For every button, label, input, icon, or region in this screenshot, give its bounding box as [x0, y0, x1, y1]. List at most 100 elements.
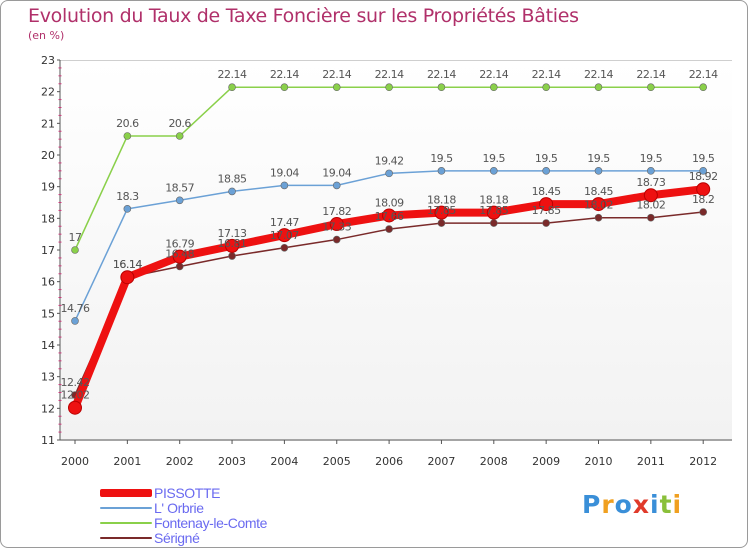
data-point: [228, 252, 236, 260]
data-label: 18.45: [532, 185, 561, 198]
data-point: [228, 83, 236, 92]
data-label: 16.81: [218, 237, 247, 250]
legend-swatch: [100, 506, 152, 509]
data-point: [280, 83, 289, 92]
data-point: [699, 208, 708, 216]
data-point: [489, 167, 498, 175]
data-label: 16.79: [165, 238, 194, 251]
data-point: [68, 400, 82, 415]
data-point: [437, 167, 446, 175]
x-tick-label: 2007: [427, 455, 455, 468]
data-label: 17.13: [218, 227, 247, 240]
data-point: [643, 188, 658, 203]
data-label: 22.14: [584, 68, 613, 81]
data-label: 22.14: [218, 68, 247, 81]
x-tick-label: 2010: [585, 455, 613, 468]
x-tick-label: 2002: [166, 455, 194, 468]
x-tick-label: 2008: [480, 455, 508, 468]
x-tick-label: 2001: [113, 455, 141, 468]
y-tick-label: 15: [41, 307, 55, 320]
data-point: [175, 132, 184, 140]
y-tick-label: 23: [41, 54, 55, 67]
data-point: [542, 83, 550, 92]
data-point: [489, 219, 498, 227]
data-point: [172, 249, 187, 264]
logo-letter: i: [650, 490, 660, 519]
legend-swatch: [100, 521, 152, 524]
data-label: 18.2: [692, 193, 715, 206]
data-point: [542, 167, 550, 175]
y-tick-label: 11: [41, 434, 55, 447]
proxiti-logo: Proxiti: [582, 490, 682, 519]
y-tick-label: 14: [41, 339, 55, 352]
data-label: 19.5: [692, 152, 715, 165]
data-label: 19.04: [270, 166, 299, 179]
y-tick-label: 18: [41, 212, 55, 225]
data-label: 22.14: [322, 68, 351, 81]
logo-letter: i: [672, 490, 683, 519]
legend-swatch: [100, 488, 152, 497]
data-label: 19.5: [640, 152, 663, 165]
legend-label: Sérigné: [154, 529, 200, 546]
data-point: [594, 83, 603, 92]
logo-letter: r: [601, 490, 615, 519]
data-point: [696, 182, 711, 197]
x-tick-label: 2012: [689, 455, 717, 468]
data-label: 19.5: [587, 152, 610, 165]
data-label: 19.5: [483, 152, 506, 165]
data-label: 19.5: [430, 152, 453, 165]
logo-letter: o: [614, 490, 633, 519]
y-tick-label: 20: [41, 149, 55, 162]
x-tick-label: 2000: [61, 455, 89, 468]
data-point: [280, 243, 289, 252]
chart-title: Evolution du Taux de Taxe Foncière sur l…: [28, 5, 579, 27]
data-point: [489, 83, 498, 92]
data-point: [123, 205, 132, 213]
data-point: [71, 246, 79, 254]
data-label: 16.48: [165, 247, 194, 260]
data-label: 22.14: [479, 68, 508, 81]
data-point: [329, 217, 344, 232]
y-tick-label: 22: [41, 86, 55, 99]
data-label: 18.92: [689, 170, 718, 183]
data-point: [594, 167, 603, 175]
data-label: 18.57: [165, 181, 194, 194]
data-label: 18.3: [116, 190, 139, 203]
x-tick-label: 2005: [323, 455, 351, 468]
data-label: 20.6: [168, 117, 191, 130]
data-point: [486, 205, 501, 220]
legend-swatch: [100, 536, 152, 539]
data-label: 14.76: [61, 302, 90, 315]
data-point: [539, 197, 554, 212]
data-label: 17.85: [427, 204, 456, 217]
data-label: 19.04: [322, 166, 351, 179]
x-tick-label: 2009: [532, 455, 560, 468]
y-tick-label: 19: [41, 181, 55, 194]
legend-item: PISSOTTE: [100, 485, 267, 500]
data-point: [385, 225, 393, 233]
data-label: 18.45: [584, 185, 613, 198]
legend-label: Fontenay-le-Comte: [154, 514, 268, 531]
data-label: 17.07: [270, 229, 299, 242]
data-label: 18.18: [479, 194, 508, 207]
logo-letter: t: [659, 490, 673, 519]
data-label: 18.85: [218, 172, 247, 185]
data-label: 17.33: [322, 221, 351, 234]
data-point: [542, 219, 550, 227]
data-label: 18.02: [584, 199, 613, 212]
data-point: [437, 83, 446, 92]
data-label: 18.09: [375, 196, 404, 209]
logo-letter: P: [582, 490, 602, 519]
data-label: 17.85: [479, 204, 508, 217]
data-point: [280, 181, 289, 190]
data-label: 22.14: [427, 68, 456, 81]
legend-label: PISSOTTE: [154, 484, 221, 501]
data-label: 17: [69, 231, 82, 244]
y-tick-label: 21: [41, 117, 55, 130]
data-label: 18.18: [427, 194, 456, 207]
logo-letter: x: [632, 490, 650, 519]
legend-item: Sérigné: [100, 530, 267, 545]
data-point: [699, 167, 708, 175]
data-point: [332, 181, 341, 190]
data-point: [647, 213, 655, 222]
